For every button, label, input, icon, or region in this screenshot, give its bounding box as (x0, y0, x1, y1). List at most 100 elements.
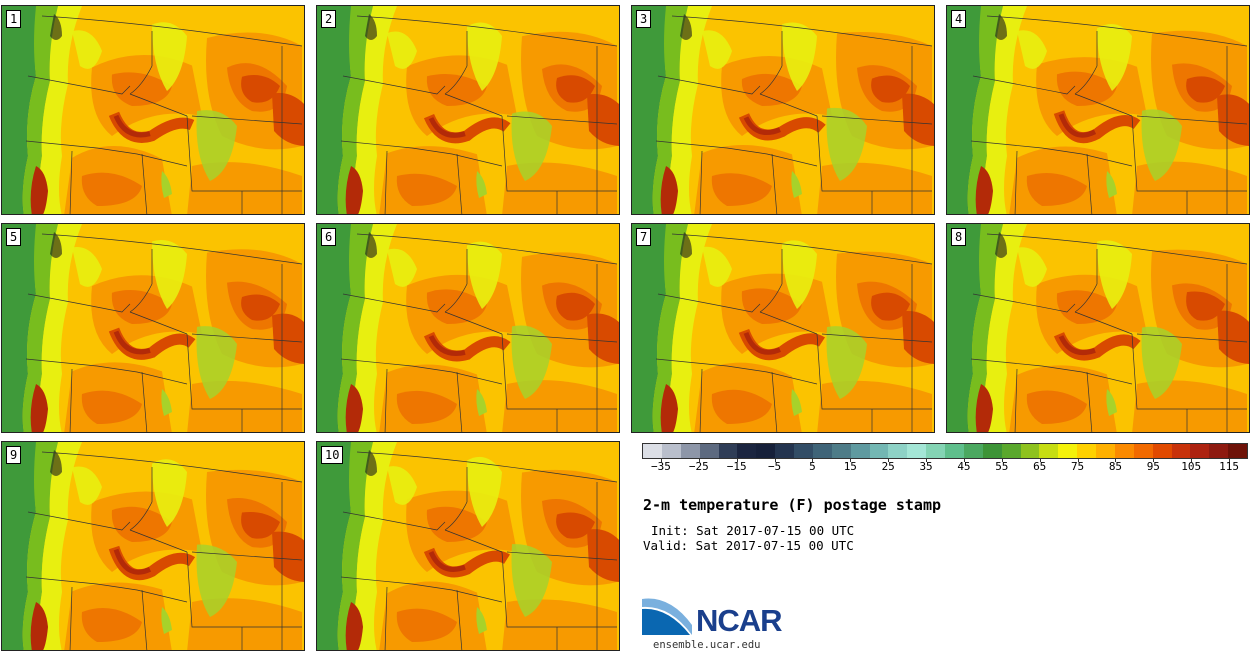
postage-stamp-6[interactable]: 6 (316, 223, 620, 433)
colorbar-swatch (1209, 444, 1229, 458)
colorbar-swatch (643, 444, 662, 458)
colorbar-tick (736, 458, 738, 462)
ncar-logo[interactable]: NCAR (642, 595, 792, 639)
postage-stamp-2[interactable]: 2 (316, 5, 620, 215)
colorbar-swatch (812, 444, 832, 458)
temperature-map (2, 224, 304, 432)
postage-stamp-1[interactable]: 1 (1, 5, 305, 215)
colorbar-tick-label: 15 (843, 460, 857, 473)
postage-stamp-3[interactable]: 3 (631, 5, 935, 215)
colorbar-tick (850, 458, 852, 462)
colorbar-swatch (718, 444, 738, 458)
colorbar-swatch (982, 444, 1002, 458)
colorbar-swatch (1001, 444, 1021, 458)
colorbar-swatch (850, 444, 870, 458)
colorbar-swatch (926, 444, 945, 458)
colorbar-tick-label: −5 (767, 460, 782, 473)
colorbar-tick (660, 458, 662, 462)
postage-stamp-10[interactable]: 10 (316, 441, 620, 651)
member-number: 9 (6, 446, 22, 464)
colorbar-tick-label: 5 (809, 460, 816, 473)
colorbar-swatch (869, 444, 889, 458)
temperature-map (317, 442, 619, 650)
colorbar-swatch (1114, 444, 1134, 458)
site-url[interactable]: ensemble.ucar.edu (653, 639, 761, 651)
colorbar-tick-label: −15 (726, 460, 747, 473)
postage-stamp-7[interactable]: 7 (631, 223, 935, 433)
colorbar-swatch (945, 444, 964, 458)
colorbar-tick-label: 45 (957, 460, 971, 473)
ncar-logo-text: NCAR (696, 603, 783, 638)
init-time: Init: Sat 2017-07-15 00 UTC (651, 523, 855, 538)
colorbar-tick-label: −25 (688, 460, 709, 473)
temperature-map (2, 6, 304, 214)
colorbar-tick (774, 458, 776, 462)
member-number: 4 (951, 10, 967, 28)
colorbar-swatch (1171, 444, 1191, 458)
temperature-map (2, 442, 304, 650)
colorbar-tick-label: 75 (1070, 460, 1085, 473)
colorbar-swatch (1133, 444, 1153, 458)
colorbar-swatch (1039, 444, 1059, 458)
temperature-map (632, 6, 934, 214)
member-number: 8 (951, 228, 967, 246)
colorbar-swatch (794, 444, 813, 458)
postage-stamp-5[interactable]: 5 (1, 223, 305, 433)
colorbar-tick-label: 105 (1181, 460, 1202, 473)
colorbar-tick (1229, 458, 1231, 462)
temperature-map (317, 6, 619, 214)
temperature-map (947, 224, 1249, 432)
colorbar-tick (926, 458, 928, 462)
colorbar-tick (1115, 458, 1117, 462)
member-number: 10 (321, 446, 344, 464)
valid-time: Valid: Sat 2017-07-15 00 UTC (643, 538, 854, 553)
temperature-map (317, 224, 619, 432)
colorbar-swatch (888, 444, 908, 458)
colorbar-swatch (907, 444, 927, 458)
ncar-swoosh-icon (642, 598, 692, 635)
colorbar-swatch (1096, 444, 1115, 458)
member-number: 6 (321, 228, 337, 246)
temperature-colorbar (642, 443, 1248, 459)
colorbar-swatch (1190, 444, 1210, 458)
colorbar-tick (698, 458, 700, 462)
temperature-map (947, 6, 1249, 214)
colorbar-tick-label: 65 (1033, 460, 1047, 473)
colorbar-tick-label: 115 (1219, 460, 1239, 473)
figure-title: 2-m temperature (F) postage stamp (643, 496, 942, 514)
colorbar-swatch (775, 444, 794, 458)
colorbar-tick-label: 25 (881, 460, 895, 473)
colorbar-swatch (1077, 444, 1096, 458)
colorbar-tick (1001, 458, 1003, 462)
member-number: 2 (321, 10, 337, 28)
colorbar-tick-label: 95 (1146, 460, 1160, 473)
colorbar-swatch (1058, 444, 1078, 458)
postage-stamp-4[interactable]: 4 (946, 5, 1250, 215)
colorbar-swatch (963, 444, 983, 458)
colorbar-tick (963, 458, 965, 462)
colorbar-tick (888, 458, 890, 462)
colorbar-tick-label: 35 (919, 460, 933, 473)
colorbar-tick (1077, 458, 1079, 462)
colorbar-tick-label: −35 (651, 460, 671, 473)
colorbar-swatch (831, 444, 851, 458)
colorbar-tick (1039, 458, 1041, 462)
colorbar-swatch (699, 444, 719, 458)
colorbar-swatch (661, 444, 681, 458)
colorbar-swatch (756, 444, 776, 458)
colorbar-swatch (737, 444, 757, 458)
colorbar-tick-label: 55 (995, 460, 1009, 473)
colorbar-tick (1153, 458, 1155, 462)
colorbar-swatch (1228, 444, 1247, 458)
member-number: 1 (6, 10, 22, 28)
colorbar-swatch (1152, 444, 1172, 458)
member-number: 3 (636, 10, 652, 28)
member-number: 5 (6, 228, 22, 246)
colorbar-tick-labels: −35 −25 −15 −5 5 15 25 35 45 55 65 75 85 95 105 115 (642, 460, 1248, 476)
colorbar-tick (812, 458, 814, 462)
postage-stamp-9[interactable]: 9 (1, 441, 305, 651)
colorbar-swatch (1020, 444, 1040, 458)
temperature-map (632, 224, 934, 432)
postage-stamp-8[interactable]: 8 (946, 223, 1250, 433)
colorbar-swatch (680, 444, 700, 458)
